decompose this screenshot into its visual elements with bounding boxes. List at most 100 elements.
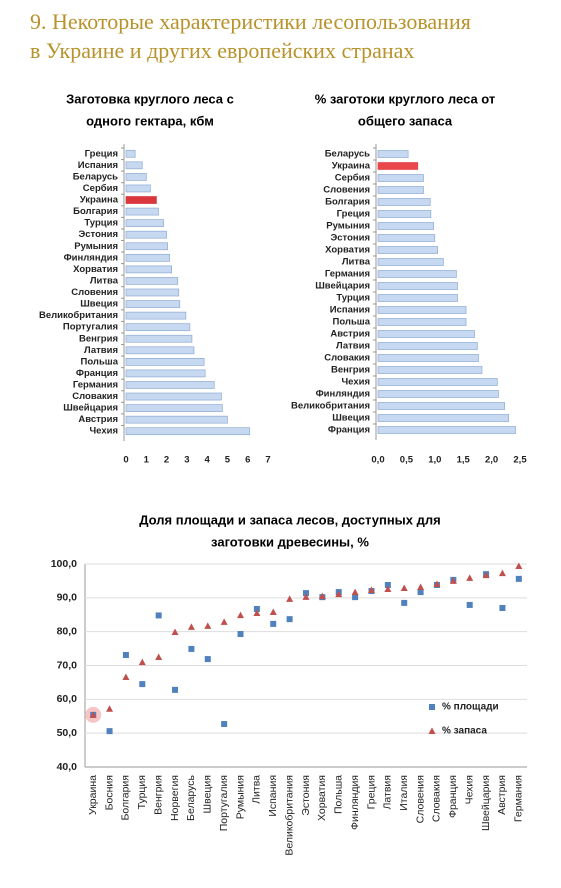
y-tick-label: Литва [342,257,371,268]
x-tick-label: 2,5 [513,455,527,466]
y-tick-label: Латвия [84,345,118,356]
bar [377,330,475,338]
point [401,599,408,606]
y-tick-label: Венгрия [79,333,118,344]
y-tick-label: Германия [325,269,370,280]
point [106,728,113,735]
bar [377,198,431,206]
x-tick-label: Чехия [463,775,475,804]
bar [125,300,181,308]
y-tick-label: Польша [333,317,371,328]
y-tick-label: Швеция [332,413,370,424]
x-tick-label: Литва [251,775,263,804]
y-tick-label: 40,0 [57,761,78,773]
x-tick-label: 4 [204,455,210,466]
y-tick-label: Болгария [73,206,118,217]
bar [125,358,205,366]
bar [125,392,222,401]
point [384,581,391,588]
x-tick-label: Эстония [300,775,312,816]
point [122,673,130,681]
bar [377,222,435,230]
x-tick-label: Болгария [120,775,132,820]
y-tick-label: Беларусь [73,171,118,182]
y-tick-label: Украина [332,161,371,172]
point [204,622,212,629]
chart-title: заготовки древесины, % [211,534,369,549]
point [89,711,97,718]
point [221,721,228,728]
bar [377,402,506,410]
x-tick-label: Румыния [234,775,246,819]
x-tick-label: 1,0 [428,455,441,466]
y-tick-label: Словения [71,287,118,298]
y-tick-label: Болгария [325,197,370,208]
x-tick-label: Великобритания [283,775,295,856]
y-tick-label: Греция [337,209,370,220]
x-tick-label: 2 [164,455,169,466]
x-tick-label: Италия [398,775,410,811]
y-tick-label: Великобритания [39,310,118,321]
bar [125,149,136,158]
bar [125,346,195,355]
y-tick-label: Словакия [72,391,118,402]
point [204,656,211,663]
y-tick-label: Испания [330,305,370,316]
bar [125,207,159,216]
x-tick-label: Польша [333,775,345,814]
bar [377,294,458,302]
bar [125,230,167,239]
x-tick-label: Босния [103,775,115,810]
y-tick-label: 70,0 [57,659,78,671]
y-tick-label: Словения [323,185,370,196]
point [303,590,309,597]
x-tick-label: 5 [225,455,231,466]
point [139,681,146,688]
x-tick-label: Швеция [202,775,214,814]
point [318,592,326,600]
x-tick-label: Португалия [218,775,230,831]
point [172,686,179,693]
point [237,631,244,638]
point [286,595,294,602]
bar [377,354,479,362]
y-tick-label: Великобритания [291,401,370,412]
bar [125,334,193,343]
y-tick-label: Португалия [63,322,118,333]
x-tick-label: Украина [87,775,99,815]
point [302,593,310,600]
bar [125,427,251,436]
y-tick-label: Словакия [324,353,370,364]
page-title: в Украине и других европейских странах [30,38,414,63]
point [106,705,114,712]
bar [125,381,215,389]
bar [377,246,438,254]
x-tick-label: Австрия [496,775,508,815]
y-tick-label: 50,0 [57,727,78,739]
point [187,623,195,630]
chart-title: Заготовка круглого леса с [66,91,234,106]
point [138,658,146,666]
legend-label: % площади [442,702,499,713]
point [384,585,392,593]
point [220,618,228,625]
x-tick-label: Беларусь [185,774,197,820]
x-tick-label: Турция [136,775,148,809]
bar [125,404,223,412]
point [417,589,424,596]
point [499,604,506,611]
point [237,611,245,619]
x-tick-label: Швейцария [480,775,492,831]
bar [377,342,478,350]
point [515,562,523,570]
x-tick-label: 3 [184,455,189,466]
chart-title: одного гектара, кбм [86,113,214,128]
bar [377,378,498,386]
y-tick-label: Сербия [83,183,118,194]
bar [377,282,458,290]
page-title: 9. Некоторые характеристики лесопользова… [30,9,471,34]
y-tick-label: Чехия [342,377,371,388]
bar [125,323,191,332]
